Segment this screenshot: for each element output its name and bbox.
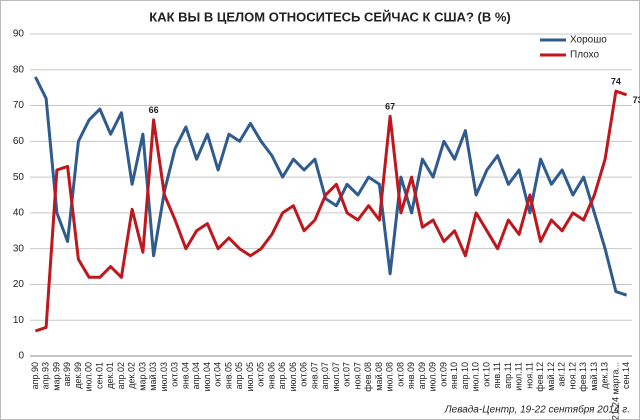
x-tick-label: янв.05 [223, 362, 233, 389]
x-tick-label: июл.03 [159, 362, 169, 391]
x-tick-label: июл.06 [288, 362, 298, 391]
x-tick-label: июл.09 [428, 362, 438, 391]
x-tick-label: янв.04 [180, 362, 190, 389]
x-tick-label: июл.07 [331, 362, 341, 391]
x-tick-label: фев.13 [578, 362, 588, 392]
x-tick-label: апр.90 [30, 362, 40, 389]
x-tick-label: авг.99 [62, 362, 72, 386]
x-tick-label: апр.07 [320, 362, 330, 389]
x-tick-label: май.03 [148, 362, 158, 391]
x-tick-label: апр.02 [116, 362, 126, 389]
series-line [34, 89, 628, 333]
x-tick-label: мар.03 [137, 362, 147, 391]
x-tick-label: апр.11 [503, 362, 513, 389]
y-tick-label: 50 [13, 172, 25, 183]
y-tick-label: 40 [13, 208, 25, 219]
x-tick-label: июл.10 [471, 362, 481, 391]
y-tick-label: 90 [13, 29, 25, 40]
y-tick-label: 10 [13, 315, 25, 326]
x-tick-label: 21-24 марта... [610, 362, 620, 420]
x-tick-label: апр.05 [234, 362, 244, 389]
x-tick-label: сен.01 [94, 362, 104, 389]
x-tick-label: окт.03 [170, 362, 180, 387]
x-tick-label: дек.99 [73, 362, 83, 389]
x-tick-label: июл.05 [245, 362, 255, 391]
x-tick-label: июл.00 [84, 362, 94, 391]
x-tick-label: дек.13 [600, 362, 610, 389]
x-tick-label: окт.06 [299, 362, 309, 387]
x-tick-label: июл.08 [385, 362, 395, 391]
x-tick-label: дек.02 [127, 362, 137, 389]
y-tick-label: 0 [18, 351, 24, 362]
data-label: 66 [149, 105, 159, 115]
x-tick-label: ноя.11 [524, 362, 534, 389]
x-tick-label: янв.07 [309, 362, 319, 389]
source: Левада-Центр, 19-22 сентября 2014 г. [444, 404, 630, 416]
x-tick-label: ноя.07 [352, 362, 362, 389]
x-tick-label: фев.12 [535, 362, 545, 392]
x-tick-label: май.12 [546, 362, 556, 391]
x-tick-label: июл.04 [202, 362, 212, 391]
x-tick-label: янв.10 [449, 362, 459, 389]
y-tick-label: 60 [13, 136, 25, 147]
x-tick-label: апр.09 [417, 362, 427, 389]
x-tick-label: окт.08 [395, 362, 405, 387]
x-tick-label: июл.11 [514, 362, 524, 391]
data-label: 74 [611, 77, 621, 87]
x-tick-label: сен.14 [621, 362, 631, 389]
y-tick-label: 80 [13, 64, 25, 75]
x-tick-label: янв.11 [492, 362, 502, 388]
x-tick-label: окт.09 [438, 362, 448, 387]
x-tick-label: апр.93 [41, 362, 51, 389]
x-tick-label: дек.01 [105, 362, 115, 389]
x-tick-label: окт.07 [342, 362, 352, 387]
x-tick-label: апр.06 [277, 362, 287, 389]
y-tick-label: 30 [13, 243, 25, 254]
x-tick-label: май.13 [589, 362, 599, 391]
data-label: 73 [633, 95, 640, 105]
x-tick-label: окт.04 [213, 362, 223, 387]
x-tick-label: мар.99 [51, 362, 61, 391]
y-tick-label: 20 [13, 279, 25, 290]
x-tick-label: апр.10 [460, 362, 470, 389]
legend-label: Плохо [570, 50, 599, 61]
x-tick-label: ноя.12 [567, 362, 577, 389]
x-tick-label: авг.12 [557, 362, 567, 386]
x-tick-label: янв.09 [406, 362, 416, 389]
x-tick-label: фев.08 [363, 362, 373, 392]
x-tick-label: май.08 [374, 362, 384, 391]
data-label: 67 [385, 102, 395, 112]
y-tick-label: 70 [13, 100, 25, 111]
x-tick-label: окт.10 [481, 362, 491, 387]
legend-label: Хорошо [570, 35, 607, 46]
chart-title: КАК ВЫ В ЦЕЛОМ ОТНОСИТЕСЬ СЕЙЧАС К США? … [149, 9, 510, 24]
x-tick-label: апр.04 [191, 362, 201, 389]
x-tick-label: окт.05 [256, 362, 266, 387]
x-tick-label: янв.06 [266, 362, 276, 389]
